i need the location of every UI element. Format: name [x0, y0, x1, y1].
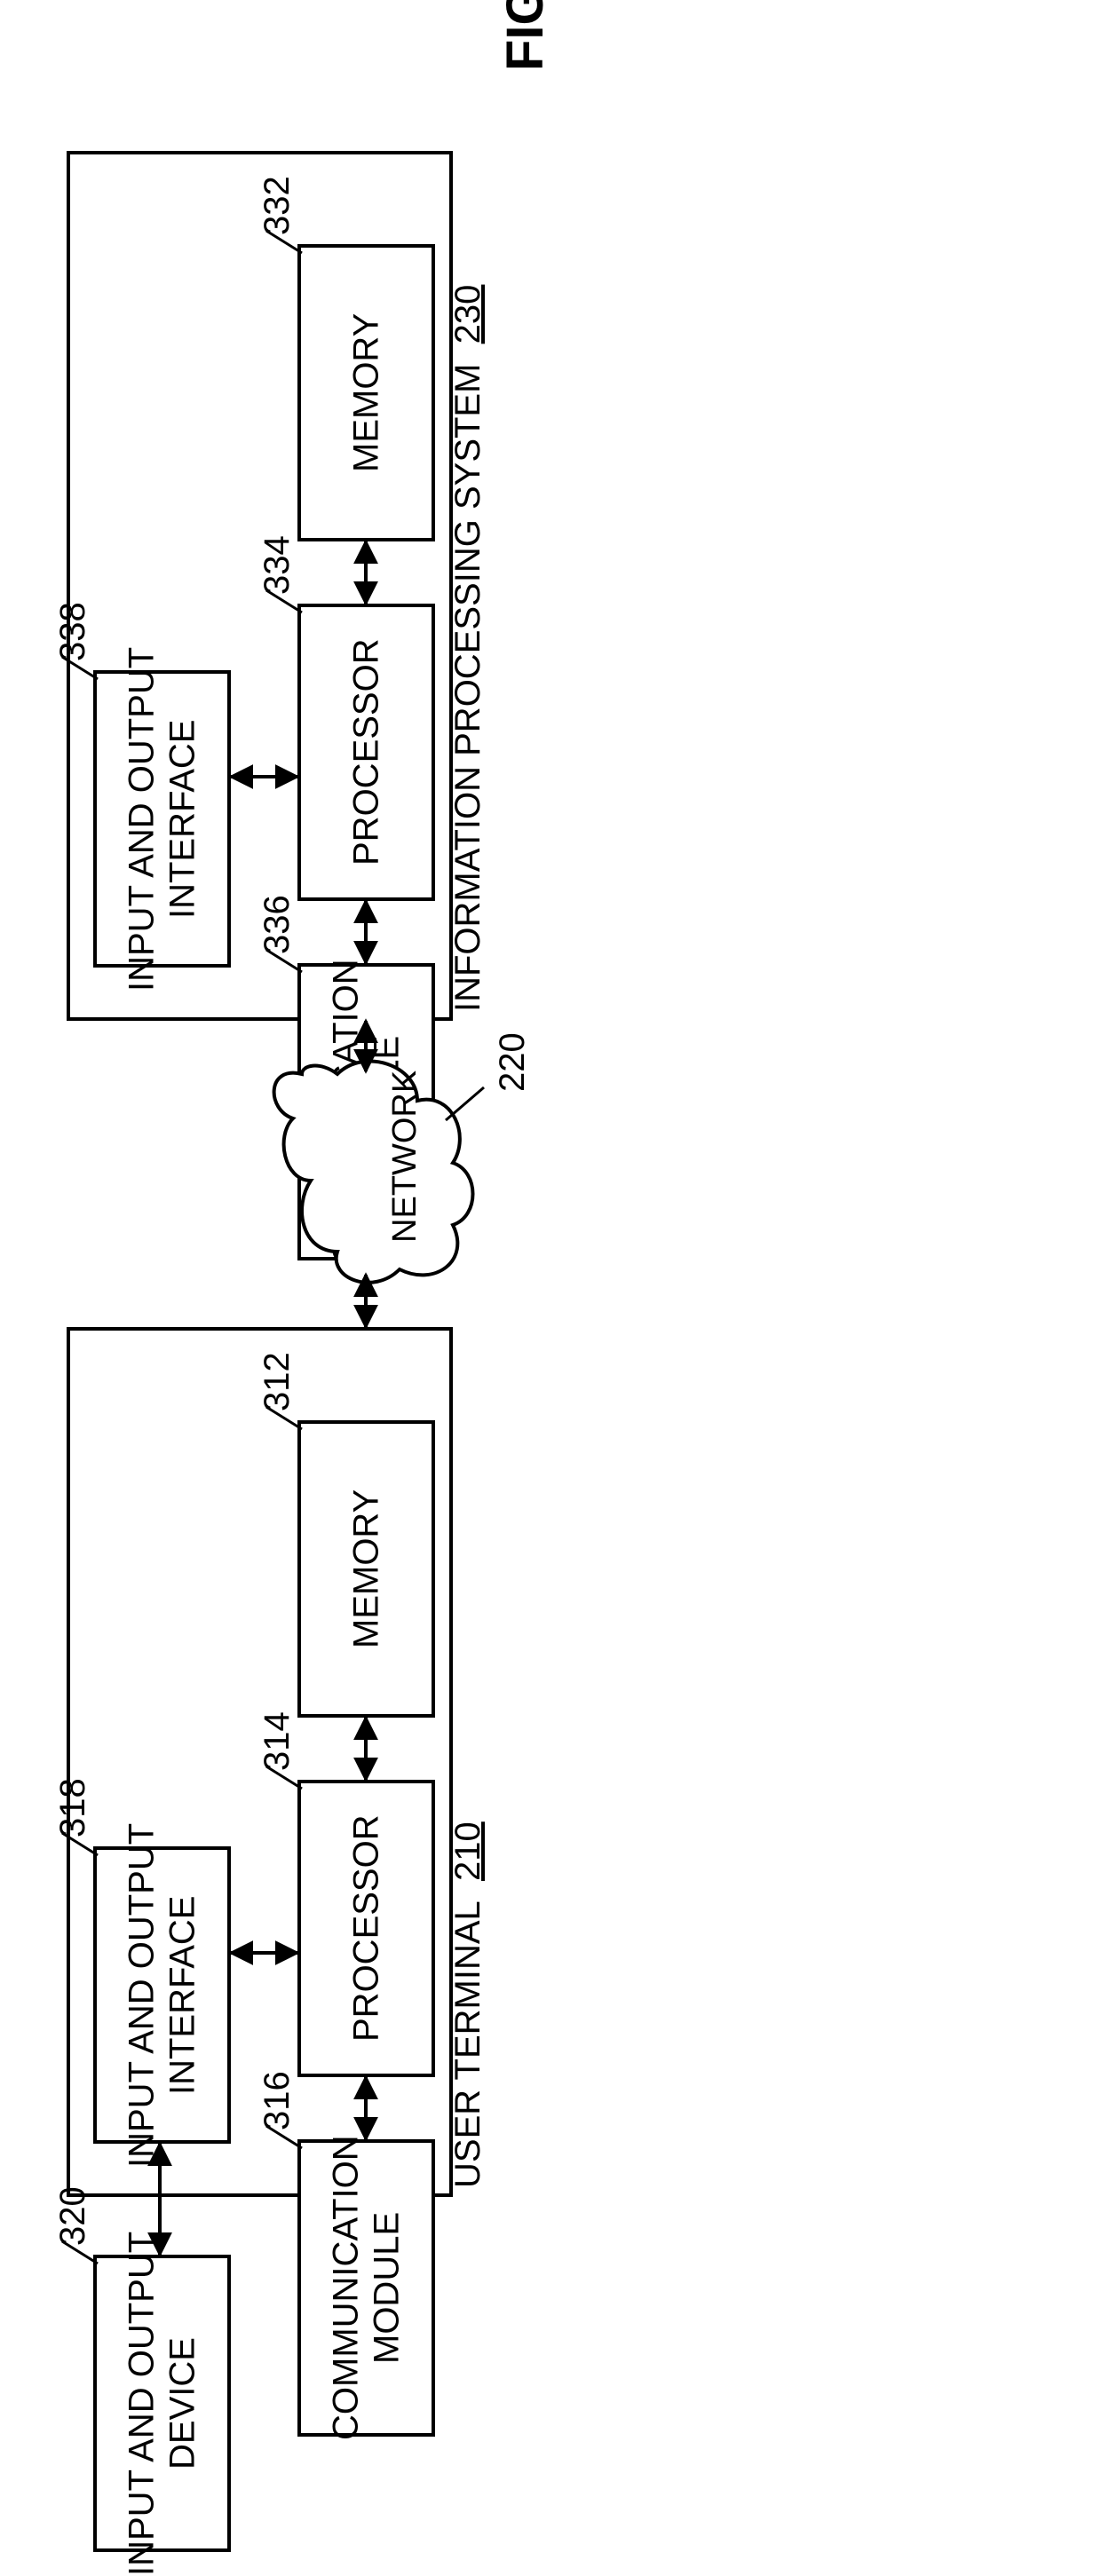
network-ref: 220 — [493, 1032, 533, 1092]
network-cloud — [0, 0, 1101, 2382]
network-label: NETWORK — [386, 1071, 424, 1243]
